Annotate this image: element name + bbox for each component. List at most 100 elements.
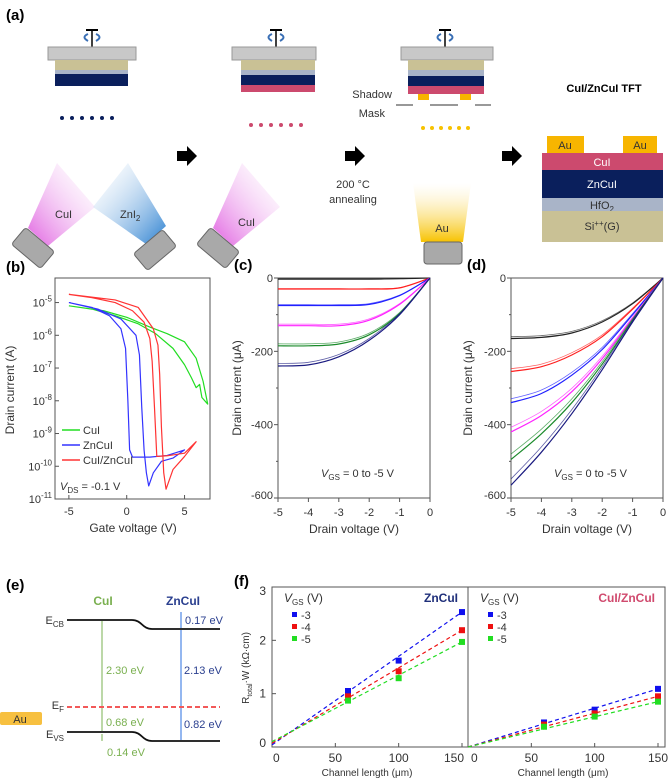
legend-label: -4 [301,622,311,634]
x-axis-label: Channel length (μm) [322,768,413,779]
substrate-stack-1 [47,29,137,120]
y-tick-label: 0 [500,273,506,285]
output-curve-reverse [278,277,431,280]
x-tick-label: -3 [334,507,344,519]
legend-marker [292,612,297,617]
fit-line [467,688,659,748]
legend-label: -4 [497,622,507,634]
arrow-icon [502,146,522,166]
x-tick-label: 50 [329,751,343,765]
data-point [591,713,598,720]
rotation-icon [436,29,454,47]
series-line-zncui [68,301,186,487]
data-point [459,627,465,634]
x-tick-label: -1 [395,507,405,519]
data-point [655,693,661,700]
output-curve-reverse [277,277,431,345]
x-tick-label: -4 [304,507,314,519]
panel-a: (a) CuI ZnI2 [6,7,663,270]
zncui-bandgap: 2.13 eV [184,665,223,677]
y-tick-label: 10-5 [33,295,53,310]
x-tick-label: -5 [506,507,516,519]
vb-offset: 0.14 eV [107,747,146,759]
vgs-annotation: VGS = 0 to -5 V [321,468,395,482]
y-tick-label: 10-10 [28,458,52,473]
panel-e-band-diagram: (e) CuI ZnCuI ECB EF EVS Au 2.30 eV 0.68… [0,577,224,759]
cui-source-2-label: CuI [238,217,255,229]
cui-label: CuI [93,594,112,608]
output-curve [510,277,664,486]
y-tick-label: 10-8 [33,393,53,408]
au-electrode [0,712,42,725]
output-curve [278,277,431,307]
output-curve-reverse [278,277,431,290]
x-tick-label: 0 [427,507,433,519]
series-line-cui [68,305,209,405]
data-point [345,693,351,700]
cui-source-1: CuI [12,163,95,268]
subpanel-zncui: 0 50 100 150 Channel length (μm) ZnCuI VGS (V)… [271,591,465,779]
ef-label: EF [52,700,64,714]
x-tick-label: -2 [364,507,374,519]
x-tick-label: -2 [597,507,607,519]
output-curve-reverse [510,277,664,428]
ecb-label: ECB [46,615,64,629]
fit-line [271,629,463,744]
cui-bandgap: 2.30 eV [106,665,145,677]
au-pad-right: Au [633,140,646,152]
panel-label-a: (a) [6,7,24,24]
y-tick-label: -400 [251,420,273,432]
y-tick-label: -200 [251,346,273,358]
x-axis-label: Drain voltage (V) [542,522,632,536]
x-tick-label: 100 [585,751,605,765]
layer-cui: CuI [593,157,610,169]
x-tick-label: 0 [273,751,280,765]
subpanel-title: ZnCuI [424,591,458,605]
zni2-source-label: ZnI2 [120,209,141,223]
evs-label: EVS [46,729,64,743]
au-particles [421,126,470,130]
output-curve-reverse [510,277,664,370]
rotation-icon [83,29,101,47]
anneal-label: annealing [329,194,377,206]
valence-band [67,731,220,742]
vgs-annotation: VGS = 0 to -5 V [554,468,628,482]
arrow-icon [177,146,197,166]
panel-label-e: (e) [6,577,24,594]
legend-label: -5 [301,634,311,646]
y-tick-label: -600 [251,490,273,502]
panel-label-c: (c) [234,257,252,274]
tft-title: CuI/ZnCuI TFT [566,83,641,95]
x-tick-label: 0 [471,751,478,765]
output-curve-reverse [278,277,431,325]
series-line-cui-zncui [68,293,197,490]
data-point [655,685,661,692]
cb-offset: 0.17 eV [185,615,224,627]
fit-line [467,701,659,748]
output-curve [277,277,431,347]
data-point [345,697,351,704]
x-tick-label: 0 [660,507,666,519]
plot-frame [54,277,211,500]
y-tick-label: 10-11 [29,491,53,506]
fit-line [271,641,463,743]
cui-source-2: CuI [197,163,280,268]
substrate-stack-3 [396,29,494,130]
x-tick-label: -5 [273,507,283,519]
data-point [395,668,402,675]
shadow-mask-label-1: Shadow [352,89,392,101]
output-curve-reverse [278,277,431,306]
data-point [395,675,402,682]
y-tick-label: -400 [484,420,506,432]
shadow-mask-label-2: Mask [359,108,386,120]
zncui-ef-vb: 0.82 eV [184,719,223,731]
y-tick-label: -200 [484,346,506,358]
x-tick-label: -1 [628,507,638,519]
panel-label-d: (d) [467,257,486,274]
x-tick-label: 50 [525,751,539,765]
subpanel-title: CuI/ZnCuI [598,591,655,605]
cui-source-label: CuI [55,209,72,221]
legend-marker [292,624,297,629]
au-source-label: Au [435,223,448,235]
